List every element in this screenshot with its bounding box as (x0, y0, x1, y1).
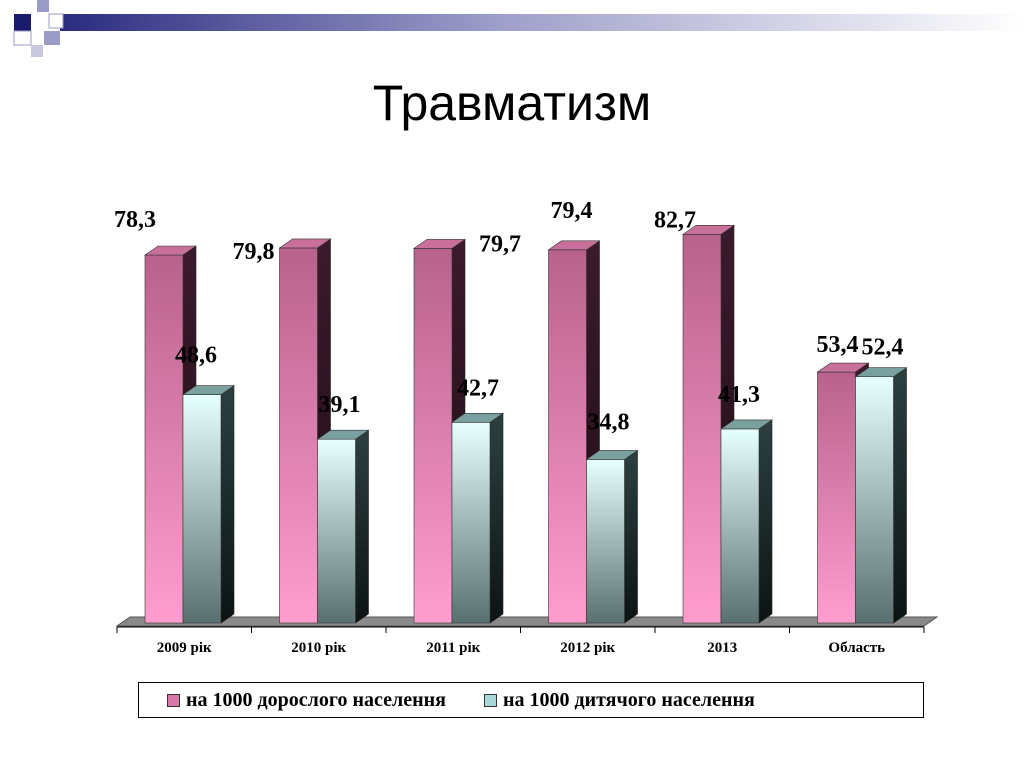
value-label-child: 48,6 (175, 343, 217, 369)
bar-child (720, 428, 760, 624)
category-label: 2009 рік (157, 640, 212, 656)
decor-header-bar (60, 14, 1024, 31)
chart-floor-top (115, 616, 939, 627)
value-label-child: 34,8 (588, 409, 630, 435)
chart-bars (144, 224, 908, 624)
bar-adult (817, 371, 856, 624)
legend-label-adult: на 1000 дорослого населення (186, 688, 446, 711)
slide-title: Травматизм (372, 75, 652, 131)
bar-side-child (355, 429, 369, 624)
decor-square (48, 13, 64, 29)
value-label-child: 41,3 (718, 382, 760, 408)
decor-square (37, 0, 49, 12)
bar-adult (682, 234, 722, 624)
category-label: 2011 рік (426, 640, 480, 656)
bar-side-child (758, 419, 773, 624)
chart-floor (115, 616, 939, 628)
bar-child (855, 376, 894, 624)
bar-top-adult (413, 239, 466, 249)
value-label-child: 52,4 (862, 335, 904, 361)
slide-corner-decoration (13, 0, 1024, 57)
decor-square (31, 45, 43, 57)
category-label: 2012 рік (560, 640, 615, 656)
value-label-adult: 79,4 (551, 198, 593, 224)
bar-child (586, 459, 625, 624)
value-label-adult: 79,7 (479, 231, 521, 257)
bar-side-child (624, 449, 638, 624)
value-label-adult: 78,3 (114, 207, 156, 233)
category-label: Область (828, 640, 885, 656)
bar-top-child (451, 413, 504, 423)
value-label-adult: 53,4 (817, 332, 859, 358)
bar-top-adult (278, 238, 332, 249)
bar-top-adult (816, 362, 870, 373)
value-label-child: 42,7 (457, 375, 499, 401)
bar-top-adult (547, 240, 601, 251)
legend-item-child: на 1000 дитячого населення (483, 688, 755, 712)
legend-item-adult: на 1000 дорослого населення (167, 689, 446, 712)
bar-adult (144, 254, 184, 624)
bar-adult (548, 249, 587, 624)
bar-side-child (893, 367, 907, 624)
bar-top-adult (144, 245, 197, 256)
chart-category-axis: 2009 рік 2010 рік 2011 рік 2012 рік 2013 Обла… (116, 627, 925, 656)
category-label: 2013 (707, 640, 737, 656)
value-label-adult: 79,8 (233, 239, 275, 265)
legend-label-child: на 1000 дитячого населення (502, 688, 755, 711)
value-label-child: 39,1 (319, 392, 361, 418)
decor-square (13, 30, 32, 46)
bar-top-adult (682, 225, 735, 235)
bar-top-child (854, 367, 908, 378)
chart-value-labels: 78,3 48,6 79,8 39,1 79,7 42,7 79,4 34,8 82,7 41,3… (114, 198, 904, 436)
bar-top-child (316, 429, 370, 440)
chart-legend: на 1000 дорослого населення на 1000 дитя… (138, 682, 924, 718)
decor-square (44, 31, 60, 45)
bar-adult (413, 248, 453, 624)
legend-swatch-adult (167, 693, 180, 707)
bar-top-child (720, 419, 773, 430)
category-label: 2010 рік (291, 640, 346, 656)
value-label-adult: 82,7 (654, 207, 696, 233)
legend-swatch-child (483, 693, 497, 707)
bar-child (451, 422, 491, 624)
bar-adult (279, 247, 318, 624)
bar-top-child (182, 385, 235, 395)
decor-square (14, 14, 31, 31)
bar-child (182, 394, 222, 624)
bar-child (317, 438, 356, 624)
bar-side-child (489, 412, 504, 624)
bar-top-child (585, 450, 639, 460)
bar-side-child (220, 385, 235, 624)
